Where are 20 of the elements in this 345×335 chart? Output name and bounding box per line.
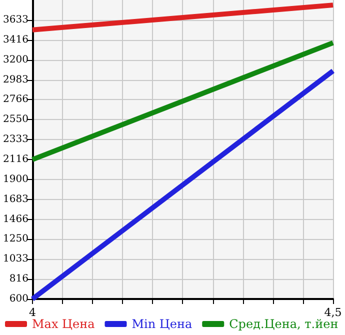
y-tick-label: 1466: [2, 214, 28, 225]
y-tick-label: 2116: [2, 154, 28, 166]
y-tick-label: 1250: [2, 234, 28, 245]
y-tick-label: 3633: [2, 14, 28, 26]
legend-label: Сред.Цена, т.йен: [229, 317, 338, 331]
y-tick-label: 2550: [2, 114, 28, 126]
y-tick-label: 1900: [2, 174, 28, 185]
x-tick-label: 4: [28, 306, 36, 319]
y-tick-label: 2333: [2, 134, 28, 146]
legend-label: Max Цена: [32, 317, 95, 331]
y-tick-label: 600: [9, 294, 28, 304]
x-tick-label: 4,5: [324, 306, 342, 319]
y-tick-label: 3416: [2, 34, 28, 46]
legend-label: Min Цена: [132, 317, 192, 331]
y-tick-label: 3200: [2, 54, 28, 66]
y-tick-label: 2766: [2, 94, 28, 106]
y-tick-label: 816: [9, 274, 28, 285]
y-tick-label: 2983: [2, 74, 28, 86]
y-tick-label: 1033: [2, 254, 28, 265]
y-tick-label: 1683: [2, 194, 28, 205]
